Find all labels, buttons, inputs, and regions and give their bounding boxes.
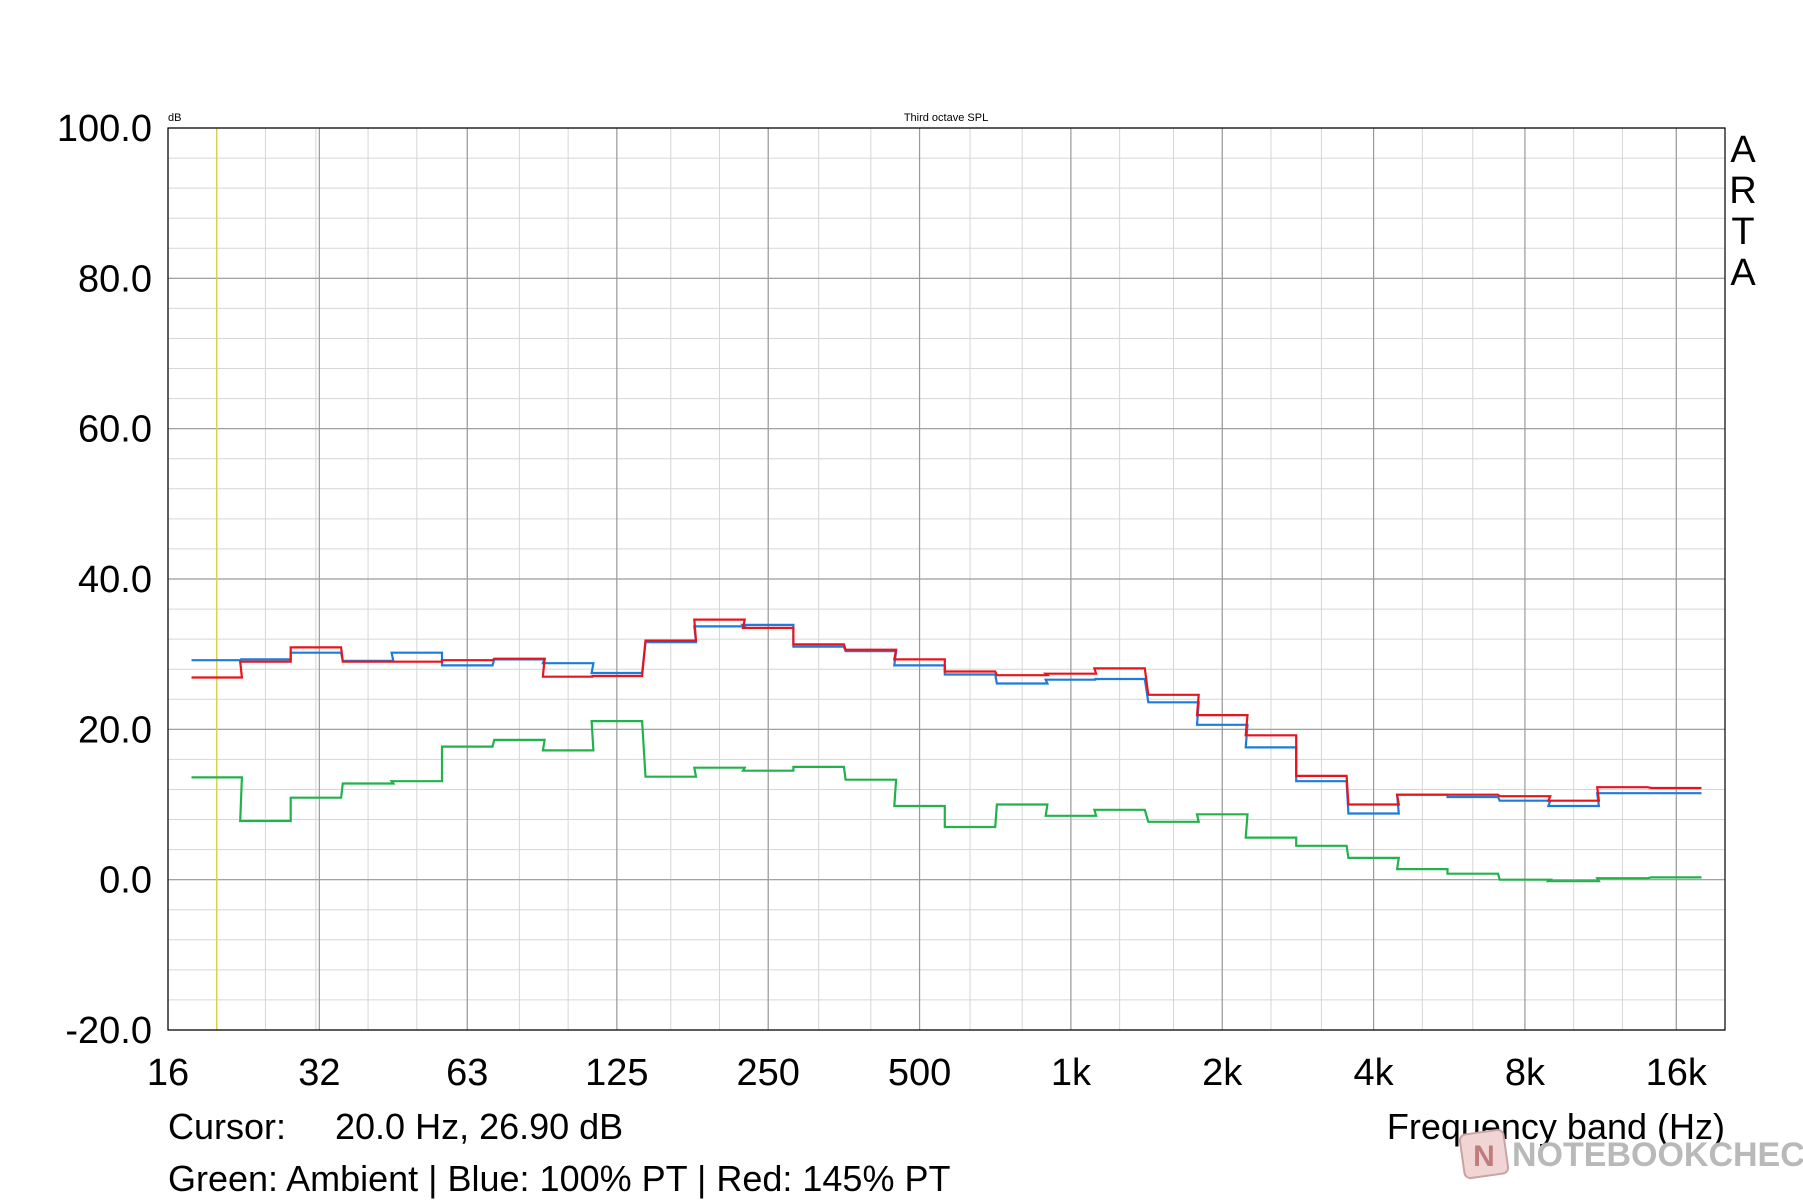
chart-title: Third octave SPL [904, 112, 988, 124]
x-tick-label: 125 [585, 1052, 648, 1094]
series-layer [191, 618, 1702, 883]
pt145-series-line [191, 618, 1702, 806]
legend-text: Green: Ambient | Blue: 100% PT | Red: 14… [168, 1158, 950, 1199]
pt100-series-line [191, 623, 1702, 815]
x-tick-label: 63 [446, 1052, 488, 1094]
y-tick-label: 40.0 [78, 559, 152, 601]
cursor-label: Cursor: [168, 1106, 286, 1147]
svg-text:N: N [1473, 1140, 1495, 1173]
arta-letter: A [1730, 129, 1756, 171]
y-tick-label: -20.0 [65, 1010, 152, 1052]
plot-frame [167, 127, 1726, 1031]
arta-letter: R [1729, 170, 1756, 212]
y-tick-label: 100.0 [57, 108, 152, 150]
x-tick-label: 500 [888, 1052, 951, 1094]
x-tick-label: 16 [147, 1052, 189, 1094]
cursor-value: 20.0 Hz, 26.90 dB [335, 1106, 623, 1147]
x-tick-label: 250 [737, 1052, 800, 1094]
arta-letter: A [1730, 252, 1756, 294]
brand-text: NOTEBOOKCHECK [1512, 1136, 1803, 1174]
x-tick-label: 1k [1051, 1052, 1092, 1094]
y-tick-label: 0.0 [99, 860, 152, 902]
notebookcheck-logo: N NOTEBOOKCHECK [1458, 1128, 1803, 1180]
arta-letter: T [1731, 211, 1754, 253]
ambient-series-line [191, 720, 1702, 883]
x-tick-label: 16k [1646, 1052, 1708, 1094]
y-tick-label: 80.0 [78, 258, 152, 300]
x-axis-ticks: 16 32 63 125 250 500 1k 2k 4k 8k 16k [147, 1052, 1708, 1094]
x-tick-label: 32 [298, 1052, 340, 1094]
x-tick-label: 8k [1505, 1052, 1546, 1094]
notebookcheck-icon: N [1458, 1128, 1510, 1180]
y-tick-label: 20.0 [78, 709, 152, 751]
y-tick-label: 60.0 [78, 409, 152, 451]
x-axis-label: Frequency band (Hz) [1387, 1106, 1725, 1147]
y-axis-ticks: 100.0 80.0 60.0 40.0 20.0 0.0 -20.0 [57, 108, 152, 1052]
x-tick-label: 4k [1354, 1052, 1395, 1094]
y-unit-label: dB [168, 112, 181, 124]
x-tick-label: 2k [1202, 1052, 1243, 1094]
major-grid [167, 127, 1725, 1031]
